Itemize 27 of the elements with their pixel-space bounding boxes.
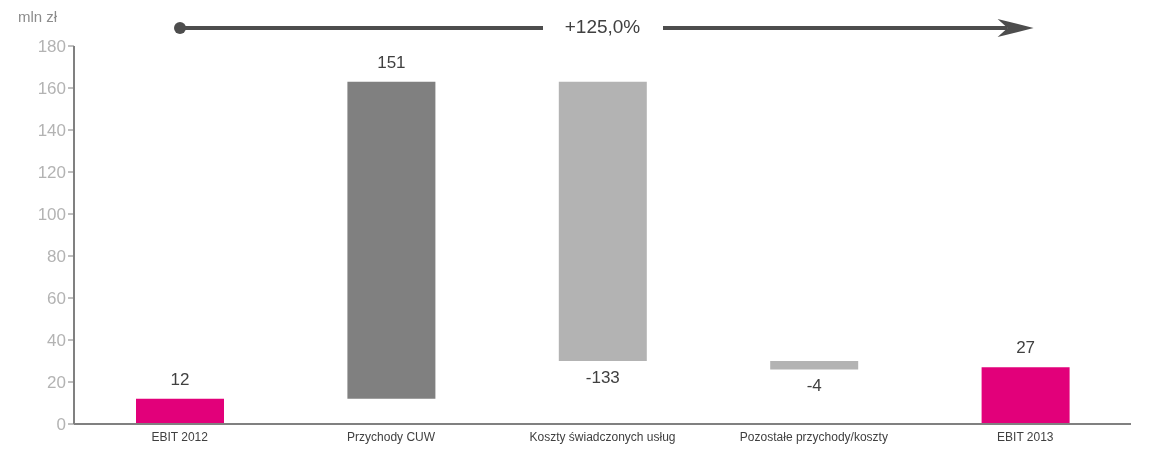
y-tick-label: 80 [47,247,66,267]
x-tick-label: EBIT 2013 [997,429,1054,444]
text: +125,0% [542,16,663,38]
y-axis-title: mln zł [18,8,58,25]
y-tick-label: 160 [37,79,66,99]
bar [136,398,224,424]
bar [347,81,436,399]
data-label: 12 [170,369,190,389]
data-label: -4 [806,376,822,396]
y-tick-label: 40 [47,331,66,351]
x-tick-label: Pozostałe przychody/koszty [739,429,888,444]
x-tick-label: EBIT 2012 [151,429,209,444]
bar [770,361,859,370]
y-tick-label: 140 [37,121,66,141]
bar [981,367,1070,424]
data-label: 27 [1016,338,1036,358]
x-tick-label: Koszty świadczonych usług [529,429,676,444]
y-tick-label: 100 [37,205,66,225]
bar [558,81,647,361]
y-tick-label: 120 [37,163,66,183]
y-tick-label: 0 [56,415,66,435]
y-tick-label: 20 [47,373,66,393]
y-tick-label: 180 [37,37,66,57]
data-label: 151 [377,52,406,72]
x-tick-label: Przychody CUW [347,429,436,444]
data-label: -133 [585,368,620,387]
y-tick-label: 60 [47,289,66,309]
